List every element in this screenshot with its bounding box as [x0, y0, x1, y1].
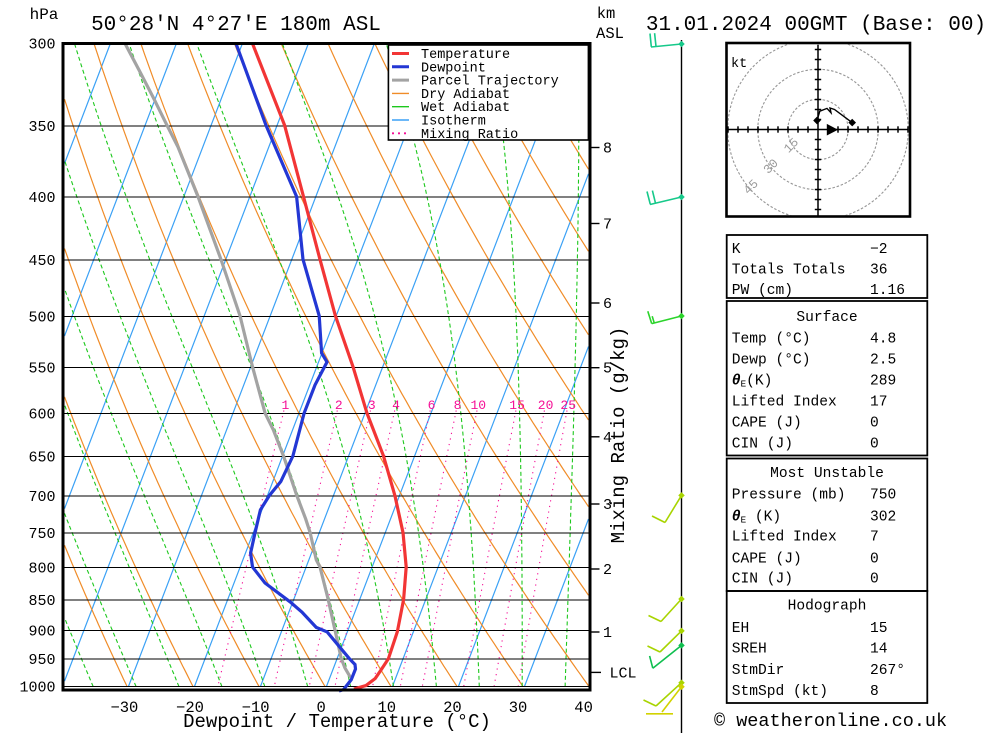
svg-text:StmDir: StmDir	[732, 663, 785, 679]
svg-text:PW (cm): PW (cm)	[732, 283, 793, 299]
svg-text:Lifted Index: Lifted Index	[732, 530, 837, 546]
svg-text:600: 600	[28, 407, 55, 424]
svg-text:15: 15	[509, 398, 525, 413]
svg-text:0: 0	[870, 416, 879, 432]
svg-text:4: 4	[392, 398, 400, 413]
svg-text:15: 15	[870, 621, 888, 637]
svg-text:3: 3	[368, 398, 376, 413]
svg-text:Dewpoint: Dewpoint	[421, 61, 486, 76]
svg-text:31.01.2024 00GMT (Base: 00): 31.01.2024 00GMT (Base: 00)	[646, 14, 986, 37]
svg-text:289: 289	[870, 374, 896, 390]
svg-text:−2: −2	[870, 242, 888, 258]
svg-text:2: 2	[335, 398, 343, 413]
svg-text:km: km	[597, 5, 616, 23]
svg-text:Wet Adiabat: Wet Adiabat	[421, 101, 510, 116]
svg-text:Mixing Ratio (g/kg): Mixing Ratio (g/kg)	[608, 327, 630, 544]
svg-text:20: 20	[443, 699, 462, 717]
svg-text:hPa: hPa	[30, 6, 59, 24]
svg-text:Hodograph: Hodograph	[788, 598, 867, 614]
svg-text:10: 10	[377, 699, 396, 717]
svg-text:267°: 267°	[870, 663, 905, 679]
svg-text:850: 850	[28, 593, 55, 610]
svg-text:8: 8	[870, 684, 879, 700]
svg-text:10: 10	[470, 398, 486, 413]
svg-text:500: 500	[28, 309, 55, 326]
svg-text:2: 2	[603, 562, 612, 579]
svg-text:5: 5	[603, 361, 612, 378]
svg-text:K: K	[732, 242, 741, 258]
svg-text:θE (K): θE (K)	[732, 510, 782, 526]
svg-text:0: 0	[870, 551, 879, 567]
svg-text:8: 8	[603, 141, 612, 158]
svg-text:StmSpd (kt): StmSpd (kt)	[732, 684, 828, 700]
svg-text:4: 4	[603, 430, 612, 447]
svg-text:Temperature: Temperature	[421, 48, 510, 63]
svg-text:Surface: Surface	[796, 310, 857, 326]
svg-text:14: 14	[870, 642, 888, 658]
svg-text:θE(K): θE(K)	[732, 374, 773, 390]
svg-text:950: 950	[28, 652, 55, 669]
svg-text:EH: EH	[732, 621, 750, 637]
svg-text:0: 0	[317, 699, 326, 717]
svg-text:800: 800	[28, 560, 55, 577]
svg-text:7: 7	[603, 217, 612, 234]
svg-text:0: 0	[870, 436, 879, 452]
svg-text:30: 30	[509, 699, 528, 717]
svg-text:300: 300	[28, 37, 55, 54]
svg-text:1.16: 1.16	[870, 283, 905, 299]
svg-text:3: 3	[603, 497, 612, 514]
svg-text:20: 20	[538, 398, 554, 413]
svg-text:25: 25	[560, 398, 576, 413]
svg-text:1: 1	[281, 398, 289, 413]
svg-text:6: 6	[603, 296, 612, 313]
svg-text:750: 750	[28, 526, 55, 543]
svg-text:0: 0	[870, 571, 879, 587]
svg-text:Dry Adiabat: Dry Adiabat	[421, 88, 510, 103]
svg-text:−30: −30	[110, 699, 138, 717]
svg-text:550: 550	[28, 360, 55, 377]
svg-text:−10: −10	[242, 699, 270, 717]
svg-text:−20: −20	[176, 699, 204, 717]
svg-text:900: 900	[28, 623, 55, 640]
svg-text:CAPE (J): CAPE (J)	[732, 416, 802, 432]
svg-text:7: 7	[870, 530, 879, 546]
svg-text:6: 6	[428, 398, 436, 413]
svg-text:© weatheronline.co.uk: © weatheronline.co.uk	[714, 711, 947, 732]
svg-text:650: 650	[28, 450, 55, 467]
svg-text:CAPE (J): CAPE (J)	[732, 551, 802, 567]
svg-text:36: 36	[870, 263, 888, 279]
svg-text:50°28'N 4°27'E 180m ASL: 50°28'N 4°27'E 180m ASL	[91, 14, 381, 37]
svg-text:Totals Totals: Totals Totals	[732, 263, 846, 279]
svg-text:SREH: SREH	[732, 642, 767, 658]
svg-text:302: 302	[870, 510, 896, 526]
svg-text:1: 1	[603, 625, 612, 642]
svg-text:Temp (°C): Temp (°C)	[732, 332, 811, 348]
svg-text:Mixing Ratio: Mixing Ratio	[421, 128, 518, 143]
svg-text:2.5: 2.5	[870, 352, 896, 368]
svg-text:Parcel Trajectory: Parcel Trajectory	[421, 75, 559, 90]
svg-text:Dewp (°C): Dewp (°C)	[732, 352, 811, 368]
svg-text:400: 400	[28, 190, 55, 207]
svg-text:40: 40	[574, 699, 593, 717]
svg-text:1000: 1000	[19, 680, 55, 697]
svg-text:kt: kt	[731, 57, 747, 72]
svg-text:LCL: LCL	[610, 666, 637, 683]
svg-text:750: 750	[870, 488, 896, 504]
svg-text:Dewpoint / Temperature (°C): Dewpoint / Temperature (°C)	[183, 711, 491, 733]
svg-text:350: 350	[28, 119, 55, 136]
svg-text:Isotherm: Isotherm	[421, 115, 486, 130]
svg-text:450: 450	[28, 253, 55, 270]
svg-text:Lifted Index: Lifted Index	[732, 394, 837, 410]
svg-text:CIN (J): CIN (J)	[732, 571, 793, 587]
svg-text:Most Unstable: Most Unstable	[770, 466, 884, 482]
svg-text:4.8: 4.8	[870, 332, 896, 348]
svg-text:Pressure (mb): Pressure (mb)	[732, 488, 846, 504]
svg-text:700: 700	[28, 489, 55, 506]
svg-text:CIN (J): CIN (J)	[732, 436, 793, 452]
svg-text:8: 8	[454, 398, 462, 413]
svg-text:ASL: ASL	[596, 25, 624, 43]
svg-text:17: 17	[870, 394, 888, 410]
